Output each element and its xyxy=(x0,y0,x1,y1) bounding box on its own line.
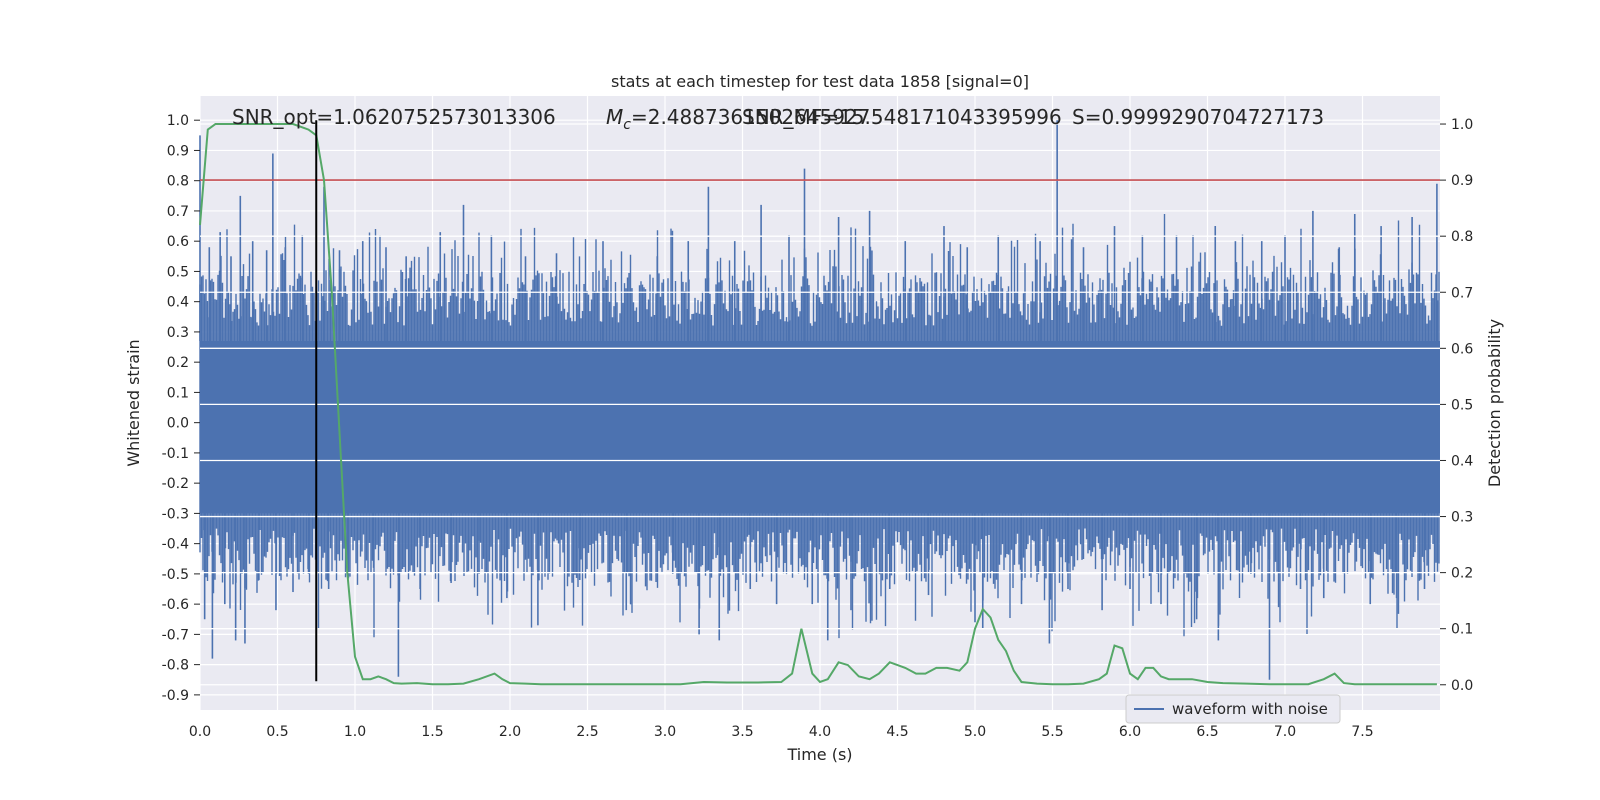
annotation-chirp-mass: Mc=2.4887361502645927 xyxy=(606,105,870,133)
y-tick-label: -0.6 xyxy=(162,597,189,613)
y-tick-label: -0.5 xyxy=(162,567,189,583)
waveform-texture xyxy=(199,214,1440,639)
y2-tick-label: 0.1 xyxy=(1451,622,1473,638)
y2-tick-label: 0.3 xyxy=(1451,510,1473,526)
y-tick-label: 0.1 xyxy=(167,385,189,401)
y-tick-label: -0.7 xyxy=(162,627,189,643)
x-tick-label: 1.5 xyxy=(421,724,443,740)
y2-tick-label: 0.0 xyxy=(1451,678,1473,694)
y2-tick-label: 0.2 xyxy=(1451,566,1473,582)
x-tick-label: 5.5 xyxy=(1041,724,1063,740)
y2-tick-label: 0.5 xyxy=(1451,397,1473,413)
x-tick-label: 4.0 xyxy=(809,724,831,740)
y-tick-label: 0.8 xyxy=(167,174,189,190)
y-axis-ticks: -0.9 -0.8 -0.7 -0.6 -0.5 -0.4 -0.3 -0.2 -0.1 0.0 0… xyxy=(162,113,200,704)
y-tick-label: 0.4 xyxy=(167,295,189,311)
x-tick-label: 1.0 xyxy=(344,724,366,740)
x-tick-label: 7.0 xyxy=(1274,724,1296,740)
y-axis-label: Whitened strain xyxy=(124,339,143,466)
y-tick-label: 0.9 xyxy=(167,143,189,159)
y-tick-label: 0.2 xyxy=(167,355,189,371)
y-tick-label: 0.0 xyxy=(167,416,189,432)
y-tick-label: -0.8 xyxy=(162,658,189,674)
y2-tick-label: 0.7 xyxy=(1451,285,1473,301)
y2-axis-ticks: 0.0 0.1 0.2 0.3 0.4 0.5 0.6 0.7 0.8 0.9 1.0 xyxy=(1440,117,1473,694)
y-tick-label: -0.2 xyxy=(162,476,189,492)
y-tick-label: -0.9 xyxy=(162,688,189,704)
x-tick-label: 0.0 xyxy=(189,724,211,740)
chart-title: stats at each timestep for test data 185… xyxy=(611,72,1029,91)
legend: waveform with noise xyxy=(1125,694,1341,724)
y2-tick-label: 1.0 xyxy=(1451,117,1473,133)
y-tick-label: 0.3 xyxy=(167,325,189,341)
x-axis-label: Time (s) xyxy=(786,745,852,764)
y-tick-label: -0.1 xyxy=(162,446,189,462)
x-tick-label: 3.0 xyxy=(654,724,676,740)
y2-axis-label: Detection probability xyxy=(1485,319,1504,487)
legend-label: waveform with noise xyxy=(1172,700,1328,718)
x-tick-label: 0.5 xyxy=(266,724,288,740)
y-tick-label: 0.6 xyxy=(167,234,189,250)
x-tick-label: 2.5 xyxy=(576,724,598,740)
legend-box xyxy=(1125,694,1341,724)
annotation-snr-opt: SNR_opt=1.0620752573013306 xyxy=(232,105,556,129)
x-tick-label: 2.0 xyxy=(499,724,521,740)
detection-probability-line xyxy=(199,123,1437,686)
x-tick-label: 3.5 xyxy=(731,724,753,740)
y2-tick-label: 0.8 xyxy=(1451,229,1473,245)
annotation-detection-statistic: S=0.9999290704727173 xyxy=(1072,105,1324,129)
y-tick-label: 0.7 xyxy=(167,204,189,220)
x-tick-label: 4.5 xyxy=(886,724,908,740)
y2-tick-label: 0.9 xyxy=(1451,173,1473,189)
grid-overlay xyxy=(200,123,1440,686)
y2-tick-label: 0.4 xyxy=(1451,453,1473,469)
x-axis-ticks: 0.0 0.5 1.0 1.5 2.0 2.5 3.0 3.5 4.0 4.5 5.0 5.5 6.0 6… xyxy=(189,724,1374,740)
y-tick-label: 1.0 xyxy=(167,113,189,129)
x-tick-label: 6.0 xyxy=(1119,724,1141,740)
x-tick-label: 7.5 xyxy=(1351,724,1373,740)
y2-tick-label: 0.6 xyxy=(1451,341,1473,357)
y-tick-label: -0.3 xyxy=(162,506,189,522)
annotation-snr-mf: SNR_MF=15.548171043395996 xyxy=(742,105,1062,129)
x-tick-label: 5.0 xyxy=(964,724,986,740)
detection-probability-series xyxy=(199,123,1437,686)
x-tick-label: 6.5 xyxy=(1196,724,1218,740)
waveform-spikes xyxy=(199,120,1440,680)
y-tick-label: -0.4 xyxy=(162,537,189,553)
y-tick-label: 0.5 xyxy=(167,264,189,280)
